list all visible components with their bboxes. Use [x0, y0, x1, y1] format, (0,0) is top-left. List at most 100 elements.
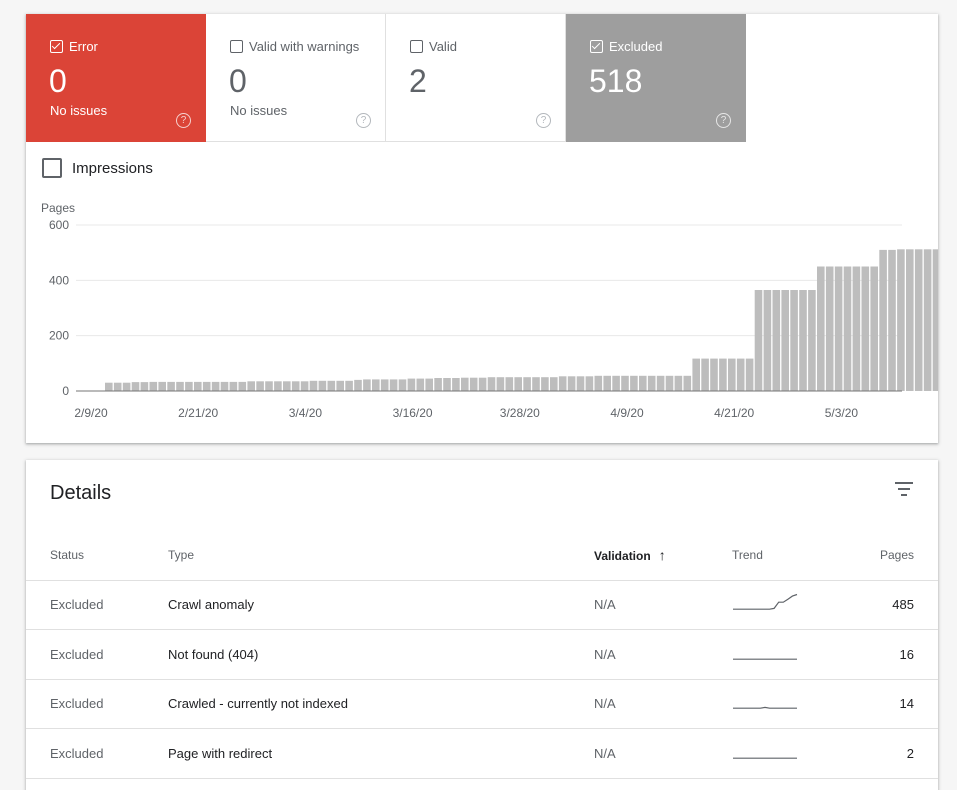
- row-validation: [594, 778, 732, 790]
- row-status: [26, 778, 168, 790]
- column-header-trend[interactable]: Trend: [732, 530, 822, 581]
- table-header-row: Status Type Validation ↑ Trend Pages: [26, 530, 938, 581]
- chart-bar: [701, 358, 709, 391]
- checkbox-unchecked-icon[interactable]: [410, 40, 423, 53]
- chart-bar: [808, 290, 816, 391]
- chart-bar: [621, 375, 629, 391]
- filter-icon-line: [898, 488, 910, 490]
- row-validation: N/A: [594, 728, 732, 779]
- chart-bar: [202, 381, 211, 391]
- help-icon[interactable]: ?: [176, 113, 191, 128]
- chart-bar: [478, 377, 487, 391]
- row-validation: N/A: [594, 679, 732, 729]
- checkbox-unchecked-icon[interactable]: [230, 40, 243, 53]
- table-row[interactable]: Excluded Crawl anomaly N/A 485: [26, 580, 938, 630]
- chart-bar: [443, 378, 451, 391]
- chart-bar: [834, 266, 843, 391]
- chart-bar: [594, 375, 603, 391]
- column-header-pages[interactable]: Pages: [822, 530, 938, 581]
- impressions-toggle[interactable]: Impressions: [42, 158, 153, 178]
- help-icon[interactable]: ?: [356, 113, 371, 128]
- chart-bar: [728, 358, 736, 391]
- chart-bar: [665, 375, 674, 391]
- chart-bar: [790, 290, 798, 391]
- chart-bar: [710, 358, 718, 391]
- chart-bar: [763, 290, 772, 391]
- chart-bar: [745, 358, 754, 391]
- chart-bar: [550, 377, 558, 391]
- y-tick-label: 600: [49, 218, 69, 232]
- chart-bar: [558, 376, 567, 391]
- row-pages: 14: [822, 679, 938, 729]
- valid-tile-header: Valid: [410, 39, 457, 54]
- help-icon[interactable]: ?: [536, 113, 551, 128]
- trend-sparkline: [733, 707, 797, 710]
- chart-bar: [247, 381, 255, 391]
- chart-bar: [817, 266, 825, 391]
- chart-bar: [674, 375, 683, 391]
- chart-bar: [781, 290, 789, 391]
- x-tick-label: 2/9/20: [74, 406, 108, 420]
- row-type: Not found (404): [168, 629, 594, 680]
- chart-bar: [283, 381, 291, 391]
- y-tick-label: 400: [49, 273, 69, 287]
- y-axis-label: Pages: [41, 201, 75, 215]
- chart-bar: [363, 379, 371, 391]
- row-status: Excluded: [26, 679, 168, 729]
- chart-bar: [514, 377, 522, 391]
- excluded-tile-header: Excluded: [590, 39, 662, 54]
- row-pages: 16: [822, 629, 938, 680]
- table-row[interactable]: Excluded Not found (404) N/A 16: [26, 629, 938, 680]
- chart-bar: [603, 375, 611, 391]
- chart-bar: [541, 377, 549, 391]
- chart-bar: [185, 381, 193, 391]
- chart-bar: [647, 375, 656, 391]
- chart-bar: [122, 382, 131, 391]
- column-header-status[interactable]: Status: [26, 530, 168, 581]
- valid-tile[interactable]: Valid 2 ?: [386, 14, 566, 142]
- chart-bar: [300, 381, 309, 391]
- checkbox-checked-icon[interactable]: [50, 40, 63, 53]
- x-tick-label: 3/16/20: [393, 406, 433, 420]
- chart-bar: [870, 266, 878, 391]
- chart-bar: [265, 381, 273, 391]
- chart-bar: [772, 290, 781, 391]
- row-trend: [732, 679, 822, 729]
- table-row[interactable]: Excluded Crawled - currently not indexed N…: [26, 679, 938, 729]
- chart-bar: [274, 381, 282, 391]
- chart-bar: [158, 381, 166, 391]
- trend-sparkline: [733, 658, 797, 660]
- details-title: Details: [50, 482, 112, 504]
- chart-bar: [425, 378, 433, 391]
- checkbox-checked-icon[interactable]: [590, 40, 603, 53]
- column-header-type[interactable]: Type: [168, 530, 594, 581]
- row-type: Page with redirect: [168, 728, 594, 779]
- row-validation: N/A: [594, 580, 732, 630]
- x-tick-label: 2/21/20: [178, 406, 218, 420]
- row-type: Crawl anomaly: [168, 580, 594, 630]
- chart-bar: [105, 382, 113, 391]
- error-tile[interactable]: Error 0 No issues ?: [26, 14, 206, 142]
- chart-bar: [532, 377, 540, 391]
- error-tile-header: Error: [50, 39, 98, 54]
- table-row[interactable]: [26, 778, 938, 790]
- valid-with-warnings-tile[interactable]: Valid with warnings 0 No issues ?: [206, 14, 386, 142]
- valid-tile-label: Valid: [429, 39, 457, 54]
- y-tick-label: 0: [62, 384, 69, 398]
- excluded-tile[interactable]: Excluded 518 ?: [566, 14, 746, 142]
- y-tick-label: 200: [49, 329, 69, 343]
- chart-bar: [932, 249, 938, 391]
- chart-bar: [576, 376, 585, 391]
- checkbox-unchecked-icon[interactable]: [42, 158, 62, 178]
- help-icon[interactable]: ?: [716, 113, 731, 128]
- chart-bar: [345, 380, 353, 391]
- chart-bar: [372, 379, 380, 391]
- filter-icon[interactable]: [894, 482, 914, 500]
- x-tick-label: 4/9/20: [610, 406, 644, 420]
- chart-bar: [167, 381, 175, 391]
- column-header-validation[interactable]: Validation ↑: [594, 530, 732, 581]
- details-table-body: Excluded Crawl anomaly N/A 485 Excluded Not f…: [26, 580, 938, 790]
- filter-icon-line: [895, 482, 913, 484]
- table-row[interactable]: Excluded Page with redirect N/A 2: [26, 728, 938, 779]
- chart-bar: [923, 249, 932, 391]
